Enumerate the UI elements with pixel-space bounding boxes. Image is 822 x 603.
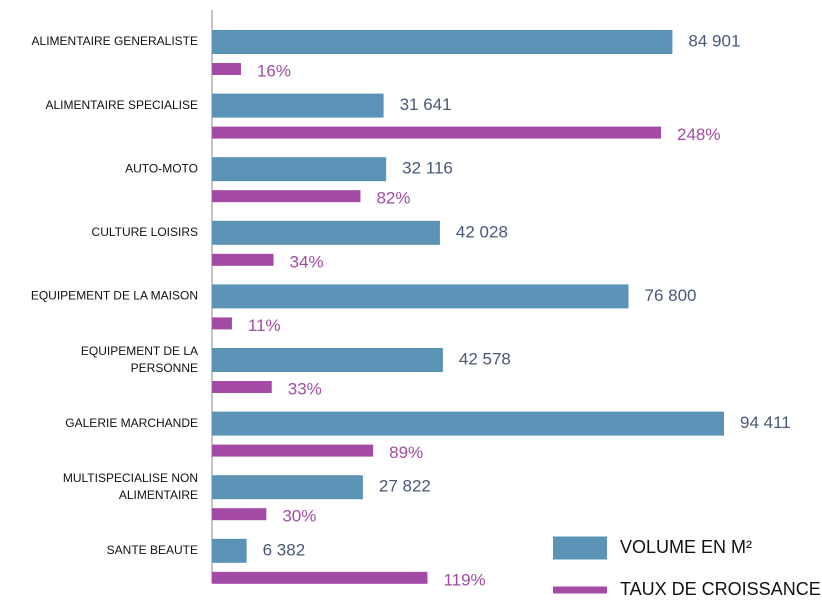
data-label: 42 578 (459, 349, 511, 368)
category-label: CULTURE LOISIRS (92, 225, 198, 239)
category-label: SANTE BEAUTE (107, 543, 198, 557)
category-label: GALERIE MARCHANDE (65, 416, 198, 430)
data-label: 42 028 (456, 222, 508, 241)
data-label: 30% (282, 507, 316, 526)
bar (212, 284, 629, 309)
category-label: MULTISPECIALISE NON ALIMENTAIRE (63, 471, 198, 502)
bar (212, 220, 440, 245)
data-label: 16% (257, 61, 291, 80)
data-label: 89% (389, 443, 423, 462)
data-label: 84 901 (688, 31, 740, 50)
bar (212, 348, 443, 372)
data-label: 34% (290, 252, 324, 271)
category-label: EQUIPEMENT DE LA MAISON (31, 289, 198, 303)
bar (212, 317, 232, 330)
data-label: 32 116 (402, 159, 453, 178)
legend-label: VOLUME EN M² (620, 537, 752, 557)
bar (212, 126, 661, 139)
data-label: 82% (376, 189, 410, 208)
bar (212, 475, 363, 500)
bar (212, 381, 272, 393)
data-label: 248% (677, 125, 720, 144)
data-label: 6 382 (263, 540, 306, 559)
data-label: 119% (443, 570, 485, 589)
bar (212, 253, 274, 266)
category-label: AUTO-MOTO (125, 161, 198, 175)
data-label: 31 641 (400, 95, 452, 114)
bar (212, 157, 387, 182)
bar (212, 508, 267, 521)
legend-swatch (553, 586, 607, 594)
bar (212, 538, 247, 563)
bar (212, 411, 724, 436)
data-label: 27 822 (379, 477, 431, 496)
category-label: ALIMENTAIRE GENERALISTE (32, 34, 198, 48)
bar (212, 190, 361, 203)
bar (212, 571, 428, 584)
legend-label: TAUX DE CROISSANCE (620, 579, 821, 599)
category-label: ALIMENTAIRE SPECIALISE (46, 98, 199, 112)
bar (212, 444, 374, 457)
data-label: 94 411 (740, 413, 791, 432)
bar (212, 63, 241, 75)
bar (212, 93, 384, 118)
legend-swatch (553, 536, 607, 560)
data-label: 76 800 (644, 286, 696, 305)
data-label: 33% (288, 379, 322, 398)
data-label: 11% (248, 316, 281, 335)
bar (212, 30, 673, 54)
category-label: EQUIPEMENT DE LA PERSONNE (81, 344, 198, 375)
